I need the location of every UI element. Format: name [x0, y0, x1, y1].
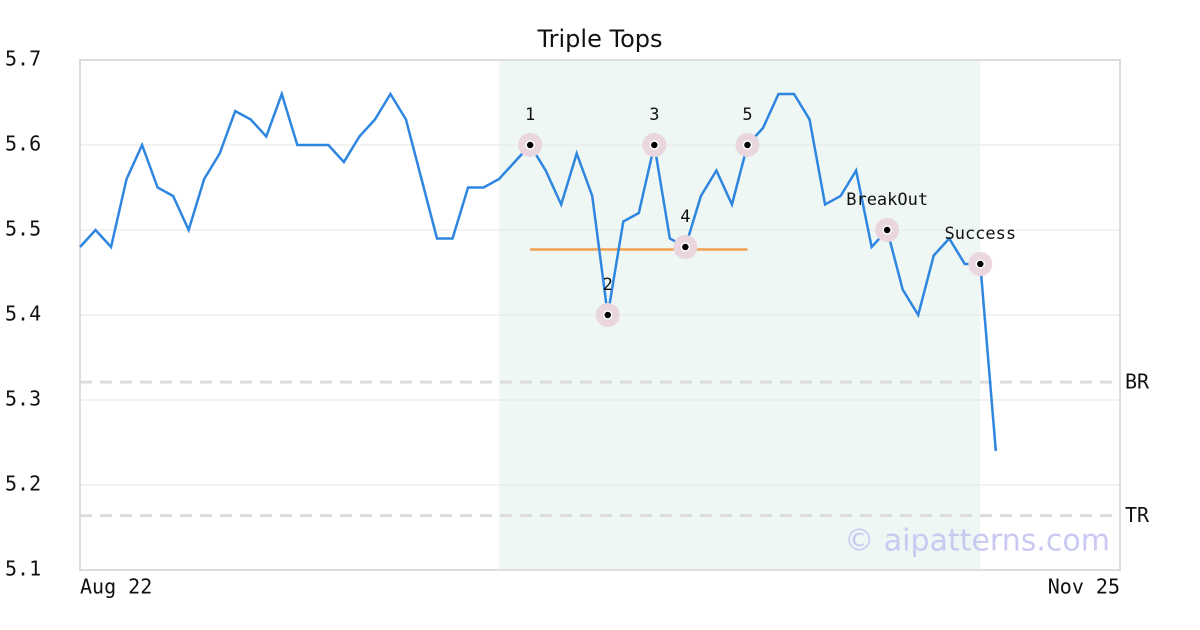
- point-marker: [525, 140, 535, 150]
- y-tick-label: 5.5: [5, 217, 41, 241]
- x-tick-label: Nov 25: [1048, 575, 1120, 599]
- point-marker: [882, 225, 892, 235]
- watermark: © aipatterns.com: [844, 524, 1110, 559]
- point-marker: [742, 140, 753, 150]
- point-label: 4: [680, 207, 690, 227]
- point-marker: [649, 140, 660, 150]
- price-line: [79, 90, 998, 452]
- chart-title: Triple Tops: [537, 25, 663, 53]
- y-tick-label: 5.6: [5, 132, 41, 156]
- y-tick-label: 5.1: [5, 557, 41, 581]
- point-label: BreakOut: [846, 190, 928, 210]
- level-label: BR: [1125, 370, 1150, 394]
- plot-frame: [79, 59, 1121, 571]
- point-label: Success: [944, 224, 1016, 244]
- point-label: 5: [742, 105, 752, 125]
- point-label: 1: [525, 105, 535, 125]
- point-marker: [975, 259, 986, 269]
- y-tick-label: 5.4: [5, 302, 41, 326]
- x-tick-label: Aug 22: [80, 575, 152, 599]
- point-label: 2: [603, 275, 613, 295]
- point-marker: [680, 242, 691, 252]
- y-tick-label: 5.3: [5, 387, 41, 411]
- y-tick-label: 5.7: [5, 47, 41, 71]
- point-label: 3: [649, 105, 659, 125]
- y-tick-label: 5.2: [5, 472, 41, 496]
- point-marker: [603, 310, 613, 320]
- level-label: TR: [1125, 503, 1150, 527]
